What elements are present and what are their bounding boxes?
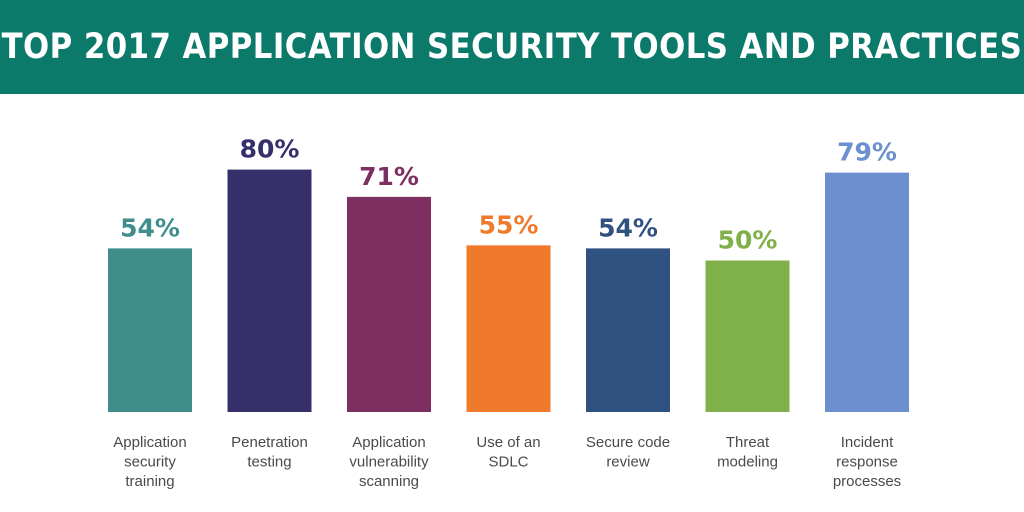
value-label-5: 54% xyxy=(598,213,658,242)
chart-title: TOP 2017 APPLICATION SECURITY TOOLS AND … xyxy=(1,27,1023,67)
category-label-6: Threat modeling xyxy=(717,434,778,471)
category-label-3: Application vulnerability scanning xyxy=(349,434,429,490)
bar-2 xyxy=(227,169,312,412)
bar-4 xyxy=(466,245,551,412)
category-label-1: Application security training xyxy=(113,434,186,490)
value-label-6: 50% xyxy=(718,226,778,255)
bar-7 xyxy=(825,172,909,412)
bar-3 xyxy=(347,196,431,412)
category-label-4: Use of an SDLC xyxy=(476,434,540,471)
category-label-5: Secure code review xyxy=(586,434,670,471)
category-label-7: Incident response processes xyxy=(833,434,901,490)
value-label-1: 54% xyxy=(120,213,180,242)
value-label-7: 79% xyxy=(837,138,897,167)
value-label-4: 55% xyxy=(479,210,539,239)
bar-6 xyxy=(705,260,790,412)
bar-1 xyxy=(108,248,192,412)
value-label-2: 80% xyxy=(240,135,300,164)
bar-5 xyxy=(586,248,670,412)
category-label-2: Penetration testing xyxy=(231,434,308,471)
value-label-3: 71% xyxy=(359,162,419,191)
title-banner: TOP 2017 APPLICATION SECURITY TOOLS AND … xyxy=(0,0,1024,94)
